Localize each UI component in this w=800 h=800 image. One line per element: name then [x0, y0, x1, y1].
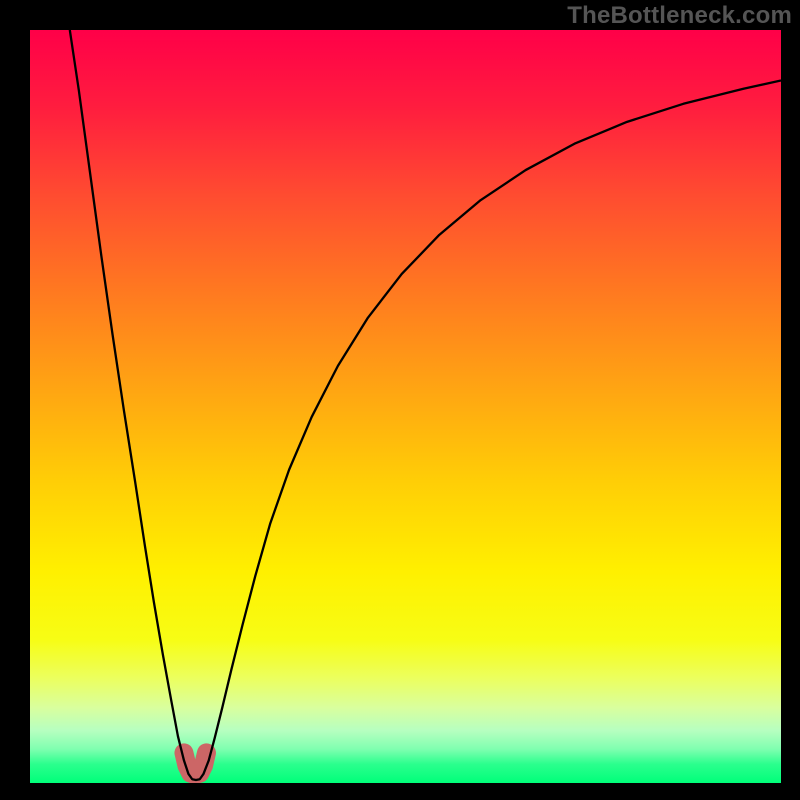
gradient-background — [30, 30, 781, 783]
chart-container: TheBottleneck.com — [0, 0, 800, 800]
watermark-text: TheBottleneck.com — [567, 2, 792, 30]
chart-svg — [30, 30, 781, 783]
plot-area — [30, 30, 781, 783]
